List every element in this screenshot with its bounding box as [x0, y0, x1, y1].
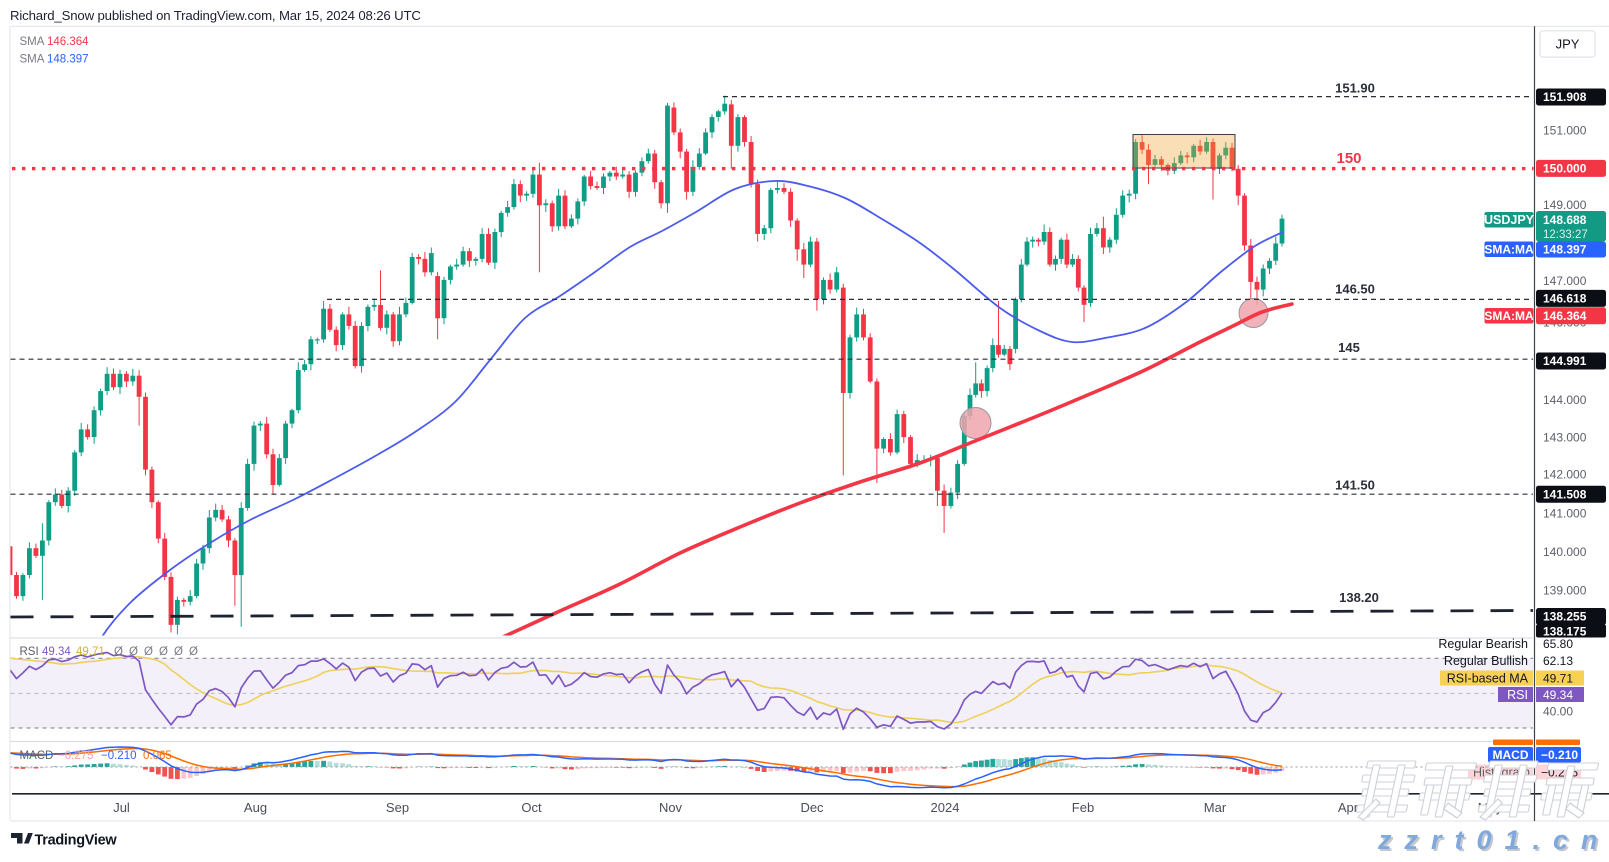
svg-text:−0.210: −0.210 [101, 750, 137, 762]
svg-text:RSI: RSI [20, 646, 39, 658]
svg-text:65.80: 65.80 [1543, 637, 1573, 651]
svg-text:Nov: Nov [659, 800, 683, 815]
svg-text:Ø: Ø [144, 646, 153, 658]
svg-text:146.618: 146.618 [1543, 292, 1587, 306]
svg-text:138.255: 138.255 [1543, 610, 1587, 624]
svg-text:140.000: 140.000 [1543, 545, 1587, 559]
svg-text:144.000: 144.000 [1543, 393, 1587, 407]
svg-text:146.364: 146.364 [47, 36, 89, 48]
svg-text:0.065: 0.065 [143, 750, 172, 762]
svg-text:Aug: Aug [244, 800, 267, 815]
svg-text:Apr: Apr [1338, 800, 1359, 815]
svg-text:USDJPY: USDJPY [1484, 213, 1535, 227]
svg-text:Ø: Ø [129, 646, 138, 658]
svg-text:141.000: 141.000 [1543, 507, 1587, 521]
svg-text:RSI-based MA: RSI-based MA [1447, 672, 1529, 686]
svg-text:145: 145 [1338, 340, 1360, 355]
svg-text:138.175: 138.175 [1543, 625, 1587, 639]
svg-text:Oct: Oct [521, 800, 542, 815]
svg-text:142.000: 142.000 [1543, 468, 1587, 482]
svg-text:150: 150 [1336, 150, 1361, 167]
svg-text:Mar: Mar [1204, 800, 1227, 815]
svg-text:49.71: 49.71 [76, 646, 105, 658]
svg-text:148.397: 148.397 [47, 54, 89, 66]
svg-text:49.34: 49.34 [1543, 688, 1573, 702]
svg-text:49.34: 49.34 [42, 646, 71, 658]
svg-text:Ø: Ø [174, 646, 183, 658]
svg-text:Ø: Ø [114, 646, 123, 658]
svg-text:146.50: 146.50 [1335, 281, 1375, 296]
svg-text:Sep: Sep [386, 800, 409, 815]
svg-text:RSI: RSI [1507, 688, 1528, 702]
svg-text:147.000: 147.000 [1543, 274, 1587, 288]
svg-text:151.90: 151.90 [1335, 81, 1375, 96]
svg-text:Ø: Ø [189, 646, 198, 658]
svg-text:Regular Bearish: Regular Bearish [1438, 637, 1528, 651]
svg-text:−0.210: −0.210 [1541, 748, 1578, 762]
svg-text:Ø: Ø [159, 646, 168, 658]
svg-text:Dec: Dec [800, 800, 824, 815]
svg-text:MACD: MACD [1493, 748, 1529, 762]
svg-text:SMA: SMA [20, 54, 45, 66]
svg-text:Richard_Snow published on Trad: Richard_Snow published on TradingView.co… [10, 8, 421, 23]
svg-text:Regular Bullish: Regular Bullish [1444, 654, 1528, 668]
svg-text:146.364: 146.364 [1543, 309, 1587, 323]
svg-text:12:33:27: 12:33:27 [1543, 229, 1588, 241]
svg-text:144.991: 144.991 [1543, 354, 1587, 368]
svg-text:141.508: 141.508 [1543, 487, 1587, 501]
svg-text:SMA:MA: SMA:MA [1484, 309, 1534, 323]
svg-text:148.397: 148.397 [1543, 243, 1587, 257]
svg-text:Jul: Jul [113, 800, 130, 815]
svg-text:49.71: 49.71 [1543, 672, 1573, 686]
svg-text:2024: 2024 [931, 800, 960, 815]
svg-text:MACD: MACD [20, 750, 54, 762]
svg-text:SMA: SMA [20, 36, 45, 48]
svg-text:138.20: 138.20 [1339, 590, 1379, 605]
svg-text:−0.275: −0.275 [58, 750, 94, 762]
svg-text:Feb: Feb [1072, 800, 1094, 815]
svg-text:148.688: 148.688 [1543, 213, 1587, 227]
svg-text:151.000: 151.000 [1543, 124, 1587, 138]
svg-text:SMA:MA: SMA:MA [1484, 243, 1534, 257]
svg-text:151.908: 151.908 [1543, 90, 1587, 104]
svg-text:40.00: 40.00 [1543, 704, 1573, 718]
svg-text:zzrt01.cn: zzrt01.cn [1377, 825, 1609, 855]
svg-text:JPY: JPY [1556, 37, 1580, 52]
svg-text:TradingView: TradingView [35, 833, 118, 849]
svg-text:139.000: 139.000 [1543, 584, 1587, 598]
svg-text:149.000: 149.000 [1543, 198, 1587, 212]
svg-text:143.000: 143.000 [1543, 431, 1587, 445]
svg-text:141.50: 141.50 [1335, 478, 1375, 493]
svg-text:150.000: 150.000 [1543, 162, 1587, 176]
svg-text:62.13: 62.13 [1543, 654, 1573, 668]
